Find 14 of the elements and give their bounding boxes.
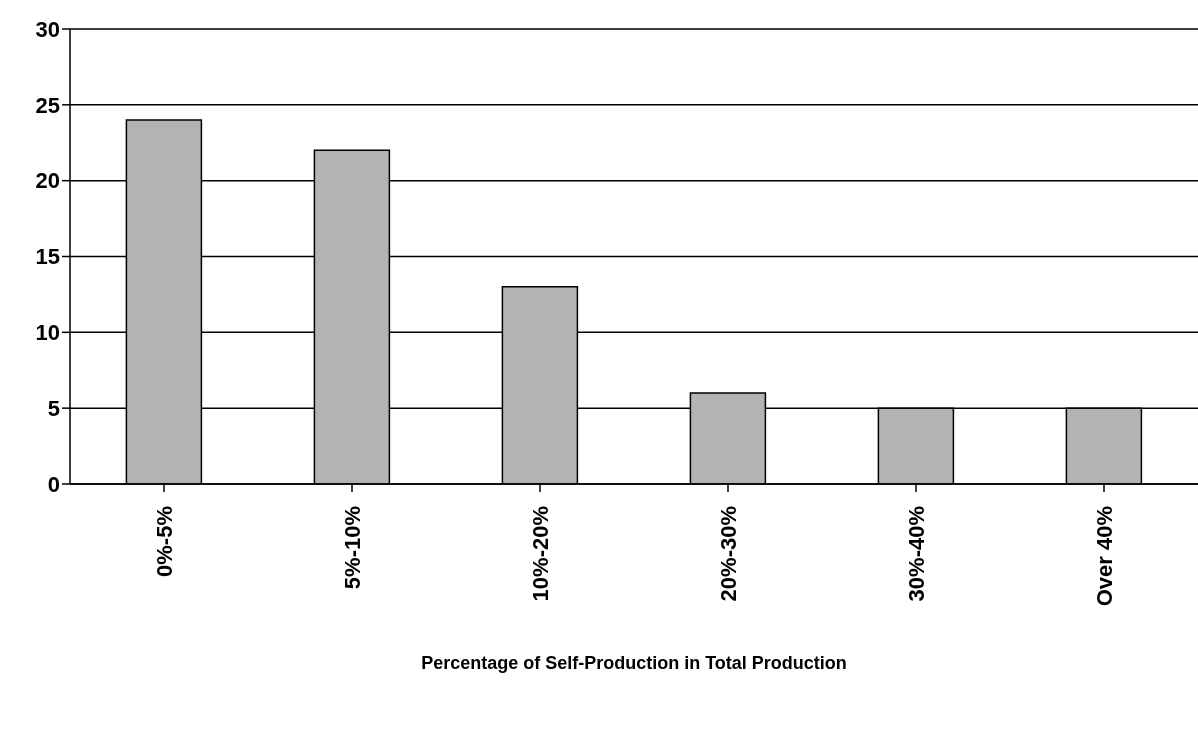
x-tick-label: 0%-5% — [152, 506, 177, 577]
y-tick-label: 20 — [35, 168, 60, 194]
x-tick-label: 20%-30% — [716, 506, 741, 602]
x-tick-label: 5%-10% — [340, 506, 365, 590]
x-tick-label: 30%-40% — [904, 506, 929, 602]
y-tick-label: 30 — [35, 16, 60, 42]
y-tick-label: 5 — [47, 395, 60, 421]
y-tick-label: 15 — [35, 244, 60, 270]
x-axis-title: Percentage of Self-Production in Total Production — [421, 653, 847, 673]
y-tick-label: 10 — [35, 320, 60, 346]
x-tick-label: Over 40% — [1092, 506, 1117, 607]
y-tick-label: 0 — [47, 471, 60, 497]
x-tick-label: 10%-20% — [528, 506, 553, 602]
y-tick-label: 25 — [35, 92, 60, 118]
